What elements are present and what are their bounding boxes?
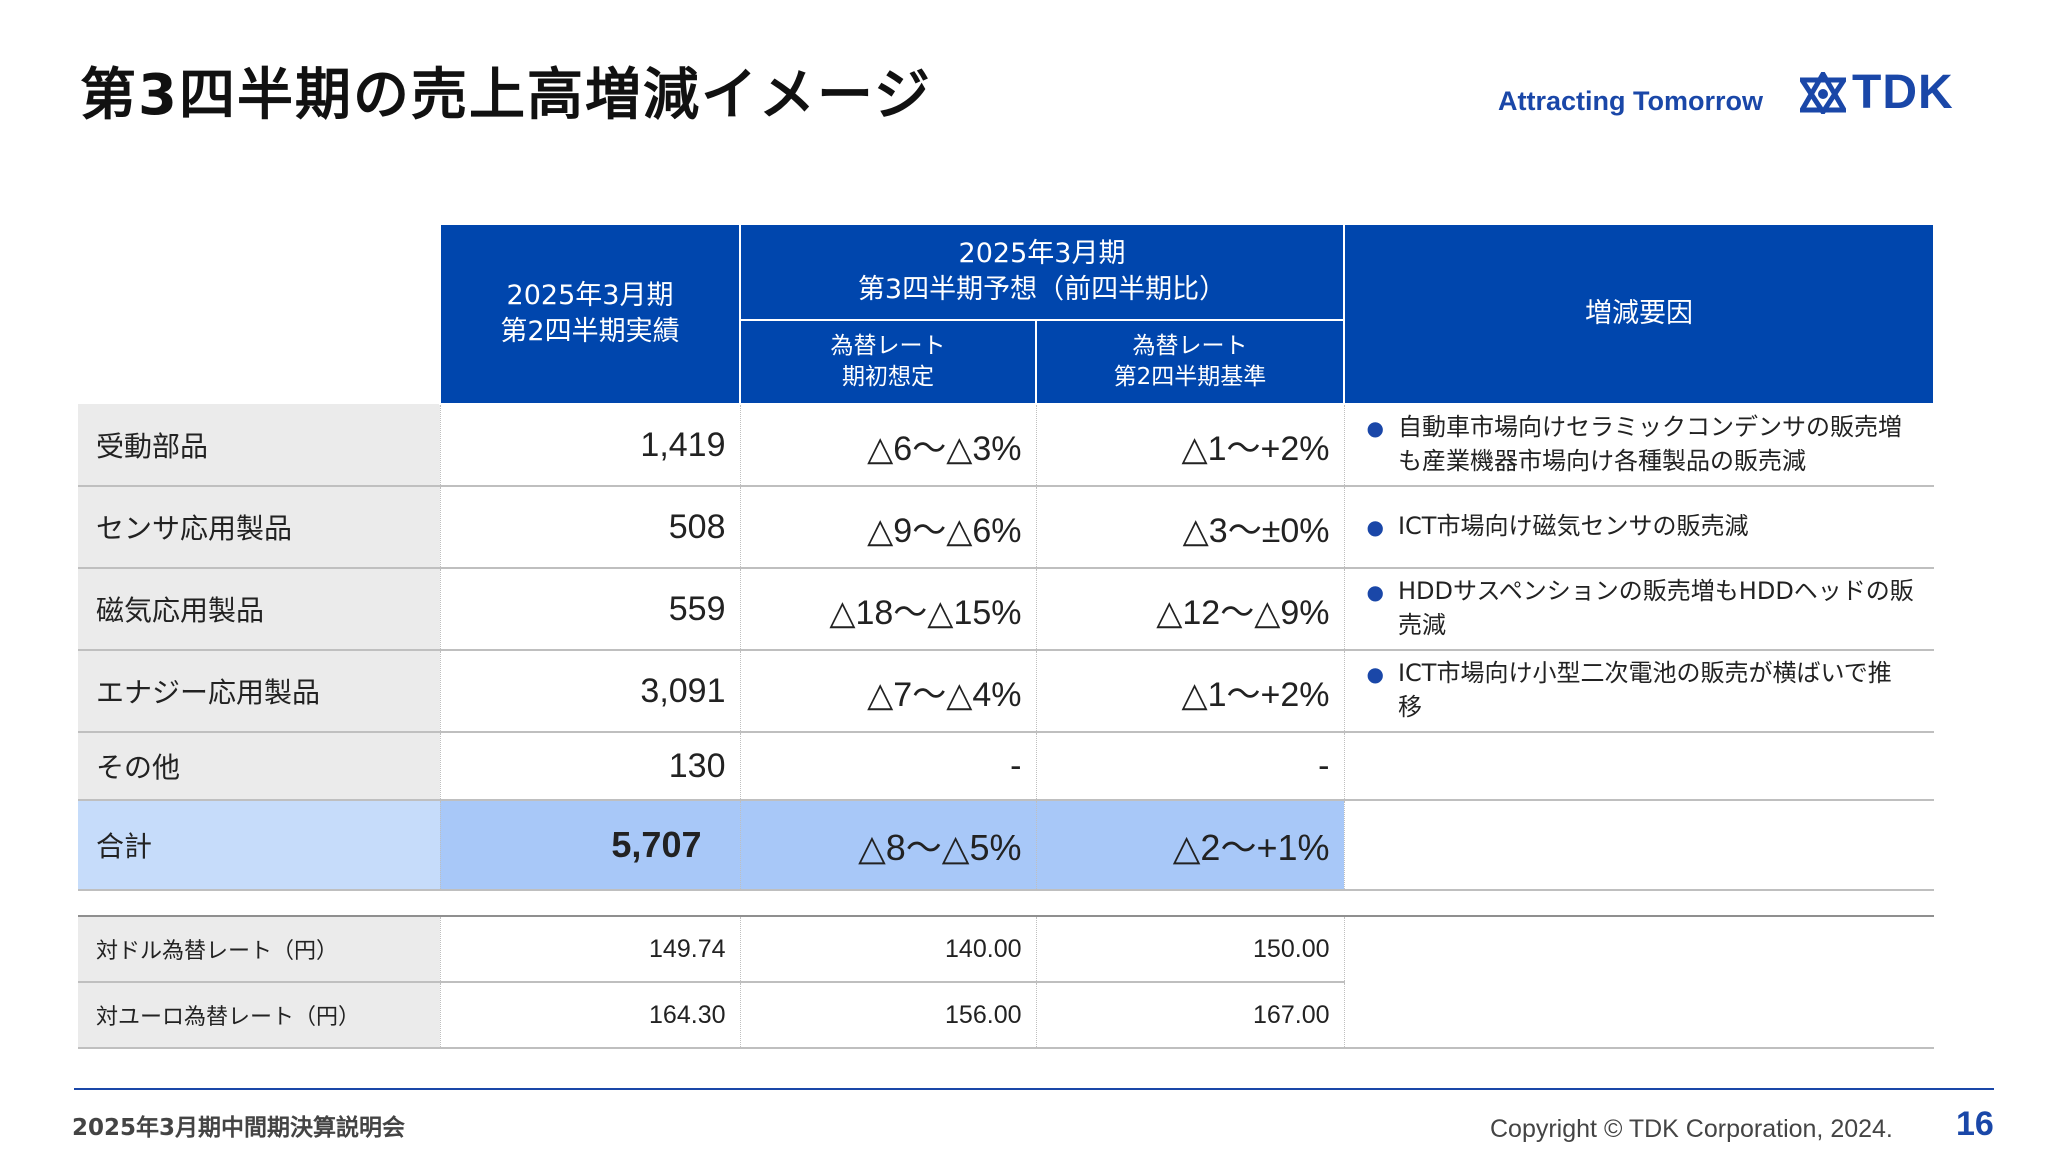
- row-category: エナジー応用製品: [78, 650, 440, 733]
- row-fx-initial: △7～△4%: [739, 650, 1036, 733]
- fx-q2: 167.00: [1035, 982, 1344, 1049]
- table-corner: [78, 224, 440, 404]
- page-title: 第3四半期の売上高増減イメージ: [80, 63, 932, 128]
- fx-q2: 150.00: [1035, 916, 1344, 983]
- fx-actual: 164.30: [439, 982, 740, 1049]
- total-actual: 5,707: [439, 800, 740, 891]
- total-fx-q2: △2～+1%: [1035, 800, 1344, 891]
- row-actual: 508: [439, 486, 740, 569]
- row-category: その他: [78, 732, 440, 801]
- total-label: 合計: [78, 800, 440, 891]
- tdk-logo: TDK: [1800, 66, 2000, 119]
- fx-initial: 156.00: [739, 982, 1036, 1049]
- bullet-icon: ●: [1366, 662, 1384, 687]
- row-actual: 1,419: [439, 404, 740, 487]
- header-fx-q2: 為替レート 第2四半期基準: [1035, 319, 1345, 405]
- row-reason: ● HDDサスペンションの販売増もHDDヘッドの販売減: [1343, 568, 1934, 651]
- fx-initial: 140.00: [739, 916, 1036, 983]
- table-row: センサ応用製品 508 △9～△6% △3～±0% ● ICT市場向け磁気センサの…: [78, 486, 1934, 569]
- row-category: 磁気応用製品: [78, 568, 440, 651]
- row-fx-q2: △1～+2%: [1035, 650, 1344, 733]
- row-fx-initial: △9～△6%: [739, 486, 1036, 569]
- row-reason: ● ICT市場向け磁気センサの販売減: [1343, 486, 1934, 569]
- row-fx-initial: △6～△3%: [739, 404, 1036, 487]
- bullet-icon: ●: [1366, 416, 1384, 441]
- sales-table: 2025年3月期 第2四半期実績 2025年3月期 第3四半期予想（前四半期比）…: [78, 223, 1935, 891]
- fx-actual: 149.74: [439, 916, 740, 983]
- header-fx-initial: 為替レート 期初想定: [739, 319, 1037, 405]
- footer-divider: [74, 1088, 1994, 1090]
- row-fx-q2: △3～±0%: [1035, 486, 1344, 569]
- fx-row-eur: 対ユーロ為替レート（円） 164.30 156.00 167.00: [78, 982, 1934, 1049]
- header-forecast: 2025年3月期 第3四半期予想（前四半期比）: [739, 223, 1345, 321]
- bullet-icon: ●: [1366, 580, 1384, 605]
- copyright: Copyright © TDK Corporation, 2024.: [1490, 1115, 1893, 1143]
- total-reason: [1343, 800, 1934, 891]
- row-reason: ● ICT市場向け小型二次電池の販売が横ばいで推移: [1343, 650, 1934, 733]
- row-actual: 130: [439, 732, 740, 801]
- brand-tagline: Attracting Tomorrow: [1498, 86, 1763, 116]
- fx-label: 対ユーロ為替レート（円）: [78, 982, 440, 1049]
- fx-blank-cell: [1343, 916, 1934, 1049]
- row-fx-q2: △12～△9%: [1035, 568, 1344, 651]
- header-actual: 2025年3月期 第2四半期実績: [439, 223, 741, 405]
- fx-label: 対ドル為替レート（円）: [78, 916, 440, 983]
- total-fx-initial: △8～△5%: [739, 800, 1036, 891]
- fx-row-usd: 対ドル為替レート（円） 149.74 140.00 150.00: [78, 916, 1934, 1049]
- row-actual: 559: [439, 568, 740, 651]
- row-actual: 3,091: [439, 650, 740, 733]
- logo-text: TDK: [1852, 66, 1954, 119]
- header-reasons: 増減要因: [1343, 223, 1935, 405]
- fx-rate-table: 対ドル為替レート（円） 149.74 140.00 150.00 対ユーロ為替レ…: [78, 915, 1934, 1049]
- row-category: センサ応用製品: [78, 486, 440, 569]
- table-row: 受動部品 1,419 △6～△3% △1～+2% ● 自動車市場向けセラミックコン…: [78, 404, 1934, 487]
- row-category: 受動部品: [78, 404, 440, 487]
- row-reason: ● 自動車市場向けセラミックコンデンサの販売増も産業機器市場向け各種製品の販売減: [1343, 404, 1934, 487]
- table-row: エナジー応用製品 3,091 △7～△4% △1～+2% ● ICT市場向け小型二…: [78, 650, 1934, 733]
- table-row: 磁気応用製品 559 △18～△15% △12～△9% ● HDDサスペンションの…: [78, 568, 1934, 651]
- row-fx-q2: -: [1035, 732, 1344, 801]
- row-fx-q2: △1～+2%: [1035, 404, 1344, 487]
- event-name: 2025年3月期中間期決算説明会: [72, 1115, 406, 1141]
- bullet-icon: ●: [1366, 515, 1384, 539]
- row-fx-initial: △18～△15%: [739, 568, 1036, 651]
- table-row: その他 130 - -: [78, 732, 1934, 801]
- page-number: 16: [1956, 1105, 1994, 1143]
- total-row: 合計 5,707 △8～△5% △2～+1%: [78, 800, 1934, 891]
- row-reason: [1343, 732, 1934, 801]
- row-fx-initial: -: [739, 732, 1036, 801]
- tdk-emblem-icon: [1800, 72, 1846, 114]
